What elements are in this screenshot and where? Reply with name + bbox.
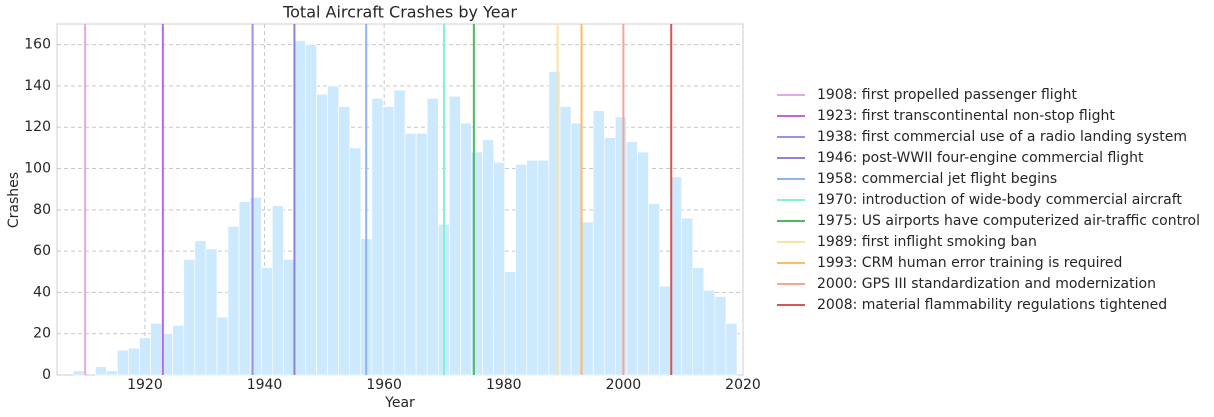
bar [692, 267, 705, 376]
bar [681, 217, 694, 376]
y-tick-label: 160 [24, 37, 51, 53]
bar [504, 271, 517, 376]
x-tick-label: 1940 [247, 377, 283, 393]
bar [94, 366, 107, 376]
bar [637, 151, 649, 376]
bar [537, 159, 550, 376]
bar [283, 259, 295, 376]
bar [106, 370, 118, 376]
bar [382, 106, 395, 376]
bar [117, 349, 129, 376]
legend-label: 1958: commercial jet flight begins [817, 171, 1057, 187]
bar [615, 116, 627, 376]
x-tick-label: 1960 [366, 377, 402, 393]
y-tick-label: 100 [24, 161, 51, 177]
legend-label: 1970: introduction of wide-body commerci… [817, 192, 1182, 208]
x-tick-label: 1920 [127, 377, 163, 393]
bar [526, 159, 539, 376]
bar [183, 259, 196, 376]
bar [272, 205, 284, 376]
y-tick-label: 40 [33, 284, 51, 300]
bar [238, 201, 251, 376]
bar [581, 221, 594, 376]
bar [216, 316, 229, 376]
legend-label: 2000: GPS III standardization and modern… [817, 276, 1156, 292]
bar [460, 122, 472, 376]
y-tick-label: 140 [24, 78, 51, 94]
bar [592, 110, 605, 376]
bar [493, 162, 505, 376]
y-tick-label: 0 [42, 367, 51, 383]
bar [128, 347, 140, 376]
bar [139, 337, 151, 376]
bar [559, 106, 572, 376]
y-tick-label: 120 [24, 119, 51, 135]
legend-label: 1908: first propelled passenger flight [817, 87, 1077, 103]
y-tick-label: 60 [33, 243, 51, 259]
bar [205, 248, 218, 376]
bar [725, 323, 738, 376]
bar [260, 267, 273, 376]
bar [714, 296, 727, 376]
x-tick-label: 1980 [486, 377, 522, 393]
x-tick-label: 2000 [606, 377, 642, 393]
bar [515, 164, 528, 376]
bar [150, 323, 162, 376]
bar [393, 89, 406, 376]
bar [404, 133, 417, 376]
bar [603, 137, 616, 376]
bar [482, 139, 494, 376]
bar [349, 147, 362, 376]
bar [570, 122, 583, 376]
bar [316, 93, 328, 376]
y-tick-label: 20 [33, 326, 51, 342]
bar [371, 98, 384, 376]
bar [703, 290, 716, 376]
bar [72, 370, 85, 376]
bar [426, 98, 439, 376]
x-tick-label: 2020 [725, 377, 761, 393]
bar [172, 325, 185, 376]
legend-label: 1946: post-WWII four-engine commercial f… [817, 150, 1144, 166]
legend-label: 1975: US airports have computerized air-… [817, 213, 1200, 229]
y-tick-label: 80 [33, 202, 51, 218]
bar [415, 133, 428, 376]
y-axis-label: Crashes [6, 172, 22, 228]
bar [626, 141, 638, 376]
legend-label: 1989: first inflight smoking ban [817, 234, 1037, 250]
bar [338, 106, 351, 376]
legend-label: 1938: first commercial use of a radio la… [817, 129, 1187, 145]
bar [327, 85, 339, 376]
bar [449, 95, 461, 376]
bar [648, 203, 660, 376]
bar [227, 226, 240, 376]
x-axis-label: Year [384, 395, 415, 411]
bar [305, 44, 317, 376]
bar [670, 176, 682, 376]
bar [294, 40, 306, 376]
chart-title: Total Aircraft Crashes by Year [282, 3, 517, 22]
legend-label: 2008: material flammability regulations … [817, 297, 1167, 313]
bar [194, 240, 207, 376]
bar [659, 285, 671, 376]
legend-label: 1923: first transcontinental non-stop fl… [817, 108, 1115, 124]
legend-label: 1993: CRM human error training is requir… [817, 255, 1122, 271]
